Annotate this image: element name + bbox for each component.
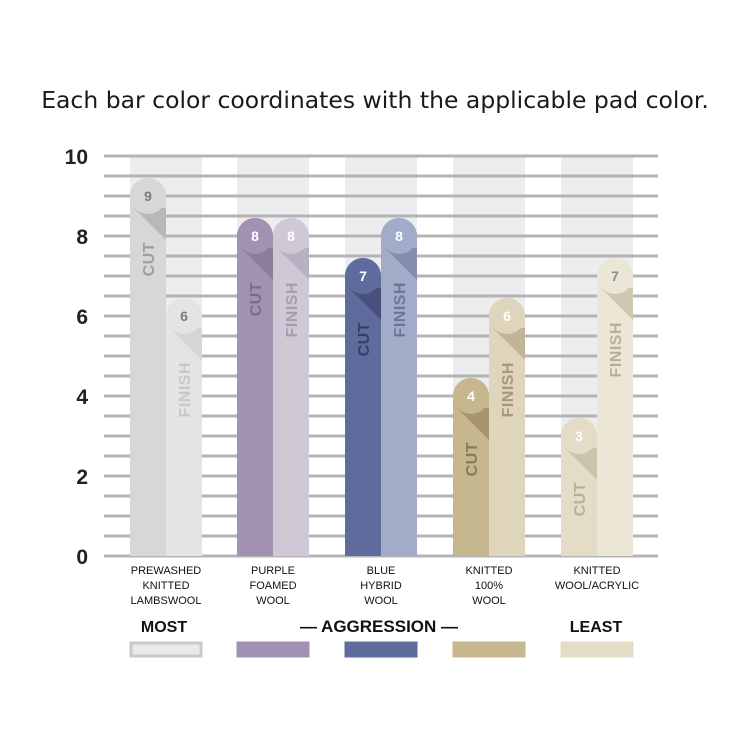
cut-series-label: CUT bbox=[141, 242, 158, 276]
finish-fold bbox=[601, 288, 633, 320]
finish-fold bbox=[277, 248, 309, 280]
y-axis: 0 2 4 6 8 10 bbox=[65, 146, 89, 569]
y-tick-label: 10 bbox=[65, 146, 88, 169]
cut-value-badge bbox=[561, 418, 597, 454]
category-label: LAMBSWOOL bbox=[131, 595, 202, 607]
aggression-least-label: LEAST bbox=[570, 619, 623, 636]
finish-value-label: 6 bbox=[503, 308, 511, 324]
cut-series-label: CUT bbox=[572, 482, 589, 516]
cut-value-label: 3 bbox=[575, 428, 583, 444]
category-label: HYBRID bbox=[360, 580, 402, 592]
pad-color-swatch bbox=[129, 641, 203, 658]
finish-bar bbox=[166, 298, 202, 556]
pad-color-swatch bbox=[344, 641, 418, 658]
category-label: WOOL/ACRYLIC bbox=[555, 580, 639, 592]
category-label: WOOL bbox=[472, 595, 506, 607]
finish-bar bbox=[273, 218, 309, 557]
category-label: KNITTED bbox=[465, 565, 512, 577]
finish-value-label: 7 bbox=[611, 268, 619, 284]
pad-color-swatch bbox=[560, 641, 634, 658]
finish-value-label: 6 bbox=[180, 308, 188, 324]
cut-series-label: CUT bbox=[356, 322, 373, 356]
y-tick-label: 2 bbox=[76, 466, 88, 489]
cut-value-label: 9 bbox=[144, 188, 152, 204]
y-tick-label: 8 bbox=[76, 226, 88, 249]
aggression-scale: MOST — AGGRESSION — LEAST bbox=[129, 617, 634, 658]
aggression-label: — AGGRESSION — bbox=[300, 617, 458, 636]
cut-bar bbox=[345, 258, 381, 556]
cut-value-badge bbox=[237, 218, 273, 254]
category-label: BLUE bbox=[367, 565, 396, 577]
cut-fold bbox=[349, 288, 381, 320]
pad-color-swatch bbox=[236, 641, 310, 658]
cut-bar bbox=[237, 218, 273, 556]
y-tick-label: 4 bbox=[76, 386, 88, 409]
category-label: PREWASHED bbox=[131, 565, 202, 577]
cut-value-badge bbox=[345, 258, 381, 294]
category-label: FOAMED bbox=[249, 580, 296, 592]
finish-value-badge bbox=[489, 298, 525, 334]
finish-series-label: FINISH bbox=[284, 282, 301, 337]
aggression-most-label: MOST bbox=[141, 619, 187, 636]
cut-fold bbox=[134, 208, 166, 240]
finish-series-label: FINISH bbox=[608, 322, 625, 377]
cut-fold bbox=[241, 248, 273, 280]
cut-series-label: CUT bbox=[248, 282, 265, 316]
finish-fold bbox=[385, 248, 417, 280]
category-label: KNITTED bbox=[142, 580, 189, 592]
category-label: WOOL bbox=[256, 595, 290, 607]
cut-value-label: 8 bbox=[251, 228, 259, 244]
finish-bar bbox=[597, 258, 633, 556]
cut-fold bbox=[457, 408, 489, 440]
bars: 9 CUT 6 FINISH 8 CUT 8 FINISH 7 CUT 8 FINISH 4 CUT 6 FI… bbox=[130, 178, 633, 557]
y-tick-label: 6 bbox=[76, 306, 88, 329]
pad-color-swatch bbox=[452, 641, 526, 658]
finish-value-badge bbox=[381, 218, 417, 254]
finish-fold bbox=[170, 328, 202, 360]
finish-value-label: 8 bbox=[287, 228, 295, 244]
finish-value-badge bbox=[166, 298, 202, 334]
x-axis: PREWASHED KNITTED LAMBSWOOL PURPLE FOAMED WOO… bbox=[131, 565, 640, 607]
category-label: PURPLE bbox=[251, 565, 295, 577]
category-label: 100% bbox=[475, 580, 503, 592]
cut-fold bbox=[565, 448, 597, 480]
finish-series-label: FINISH bbox=[392, 282, 409, 337]
finish-fold bbox=[493, 328, 525, 360]
cut-bar bbox=[130, 178, 166, 556]
finish-value-badge bbox=[273, 218, 309, 254]
finish-series-label: FINISH bbox=[177, 362, 194, 417]
finish-value-badge bbox=[597, 258, 633, 294]
finish-bar bbox=[489, 298, 525, 556]
cut-series-label: CUT bbox=[464, 442, 481, 476]
y-tick-label: 0 bbox=[76, 546, 88, 569]
category-label: KNITTED bbox=[573, 565, 620, 577]
cut-value-badge bbox=[453, 378, 489, 414]
cut-value-label: 4 bbox=[467, 388, 475, 404]
finish-bar bbox=[381, 218, 417, 556]
finish-value-label: 8 bbox=[395, 228, 403, 244]
cut-value-label: 7 bbox=[359, 268, 367, 284]
finish-series-label: FINISH bbox=[500, 362, 517, 417]
chart-title: Each bar color coordinates with the appl… bbox=[41, 86, 709, 114]
cut-value-badge bbox=[130, 178, 166, 214]
category-label: WOOL bbox=[364, 595, 398, 607]
